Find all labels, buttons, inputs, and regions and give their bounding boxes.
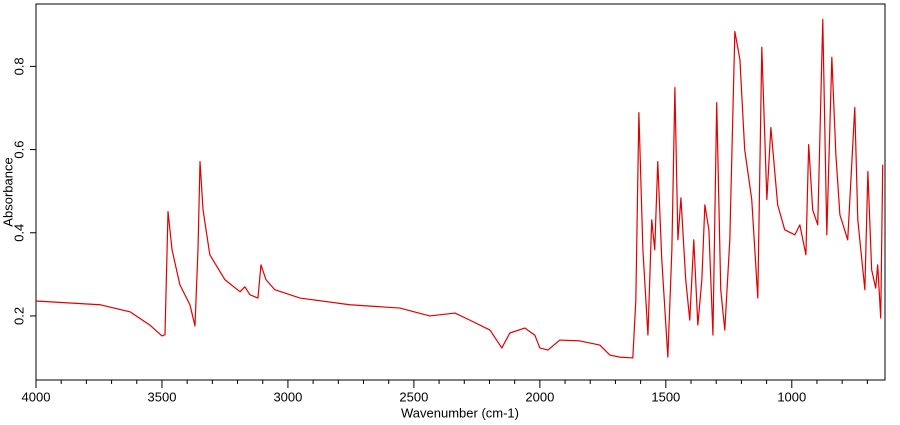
plot-frame bbox=[35, 3, 886, 381]
spectrum-line bbox=[35, 18, 884, 359]
x-tick-label: 1000 bbox=[777, 389, 806, 404]
x-tick-label: 1500 bbox=[651, 389, 680, 404]
y-axis-label: Absorbance bbox=[0, 157, 15, 226]
y-tick-label: 0.2 bbox=[11, 307, 26, 325]
y-tick-label: 0.6 bbox=[11, 141, 26, 159]
y-tick-label: 0.4 bbox=[11, 224, 26, 242]
x-axis-label: Wavenumber (cm-1) bbox=[401, 405, 519, 420]
x-tick-label: 2000 bbox=[525, 389, 554, 404]
y-tick-label: 0.8 bbox=[11, 57, 26, 75]
x-tick-label: 2500 bbox=[399, 389, 428, 404]
x-tick-label: 4000 bbox=[22, 389, 51, 404]
x-tick-label: 3000 bbox=[273, 389, 302, 404]
x-tick-label: 3500 bbox=[148, 389, 177, 404]
